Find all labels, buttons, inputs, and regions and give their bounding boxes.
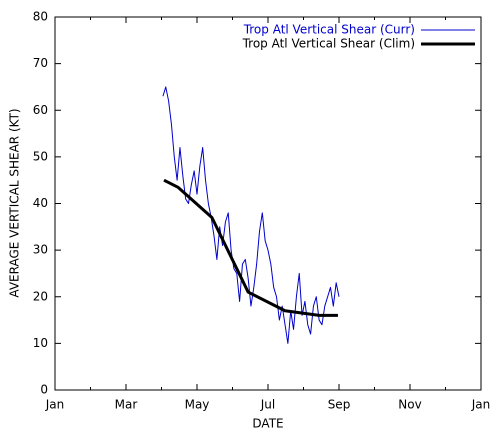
y-tick-label: 80 xyxy=(33,10,48,24)
x-tick-label: Nov xyxy=(398,398,421,412)
x-axis-label: DATE xyxy=(252,417,283,431)
series-line xyxy=(162,86,340,344)
y-tick-label: 30 xyxy=(33,243,48,257)
y-tick-label: 40 xyxy=(33,196,48,210)
x-tick-label: Jul xyxy=(260,398,275,412)
series-line xyxy=(163,178,338,317)
y-tick-label: 70 xyxy=(33,56,48,70)
plot-frame xyxy=(54,16,482,391)
y-tick-label: 10 xyxy=(33,336,48,350)
y-tick-label: 0 xyxy=(40,383,48,397)
x-tick-label: Jan xyxy=(471,398,491,412)
legend-label: Trop Atl Vertical Shear (Curr) xyxy=(243,23,415,37)
x-tick-label: Sep xyxy=(328,398,351,412)
y-tick-label: 50 xyxy=(33,149,48,163)
legend-label: Trop Atl Vertical Shear (Clim) xyxy=(242,37,415,51)
x-tick-label: Mar xyxy=(115,398,138,412)
y-tick-label: 60 xyxy=(33,103,48,117)
x-tick-label: May xyxy=(185,398,210,412)
y-axis-label: AVERAGE VERTICAL SHEAR (KT) xyxy=(8,108,22,297)
y-tick-label: 20 xyxy=(33,289,48,303)
x-tick-label: Jan xyxy=(45,398,65,412)
